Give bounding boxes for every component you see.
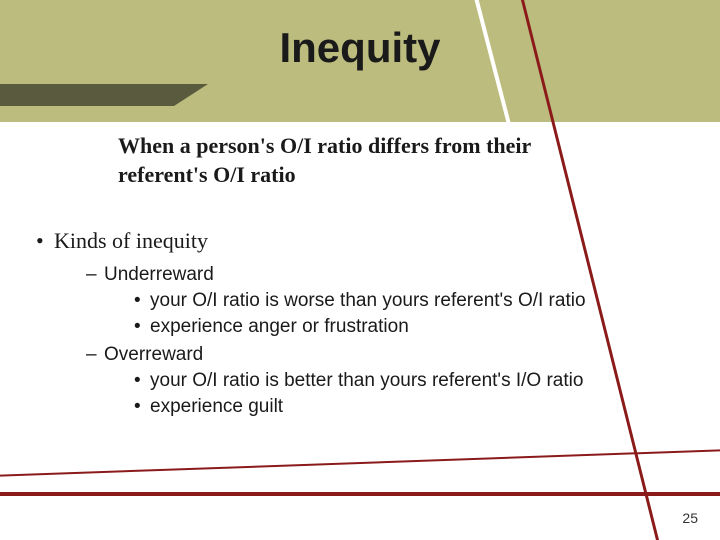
bullet-underreward-label: Underreward — [104, 264, 214, 285]
slide-body: •Kinds of inequity –Underreward •your O/… — [36, 228, 680, 418]
bullet-underreward: –Underreward — [86, 264, 680, 286]
bullet-overreward: –Overreward — [86, 344, 680, 366]
bullet-kinds: •Kinds of inequity — [36, 228, 680, 254]
bullet-underreward-detail-1: •your O/I ratio is worse than yours refe… — [134, 290, 680, 312]
bullet-overreward-detail-2: •experience guilt — [134, 396, 680, 418]
bullet-underreward-detail-2: •experience anger or frustration — [134, 316, 680, 338]
slide-title: Inequity — [0, 24, 720, 72]
bullet-underreward-detail-2-label: experience anger or frustration — [150, 316, 409, 337]
bullet-overreward-detail-1: •your O/I ratio is better than yours ref… — [134, 370, 680, 392]
bullet-kinds-label: Kinds of inequity — [54, 228, 208, 253]
bullet-underreward-detail-1-label: your O/I ratio is worse than yours refer… — [150, 290, 586, 311]
slide-subtitle: When a person's O/I ratio differs from t… — [118, 132, 568, 189]
bullet-overreward-label: Overreward — [104, 344, 203, 365]
bullet-overreward-detail-1-label: your O/I ratio is better than yours refe… — [150, 370, 583, 391]
slide: Inequity When a person's O/I ratio diffe… — [0, 0, 720, 540]
bullet-overreward-detail-2-label: experience guilt — [150, 396, 283, 417]
page-number: 25 — [682, 510, 698, 526]
